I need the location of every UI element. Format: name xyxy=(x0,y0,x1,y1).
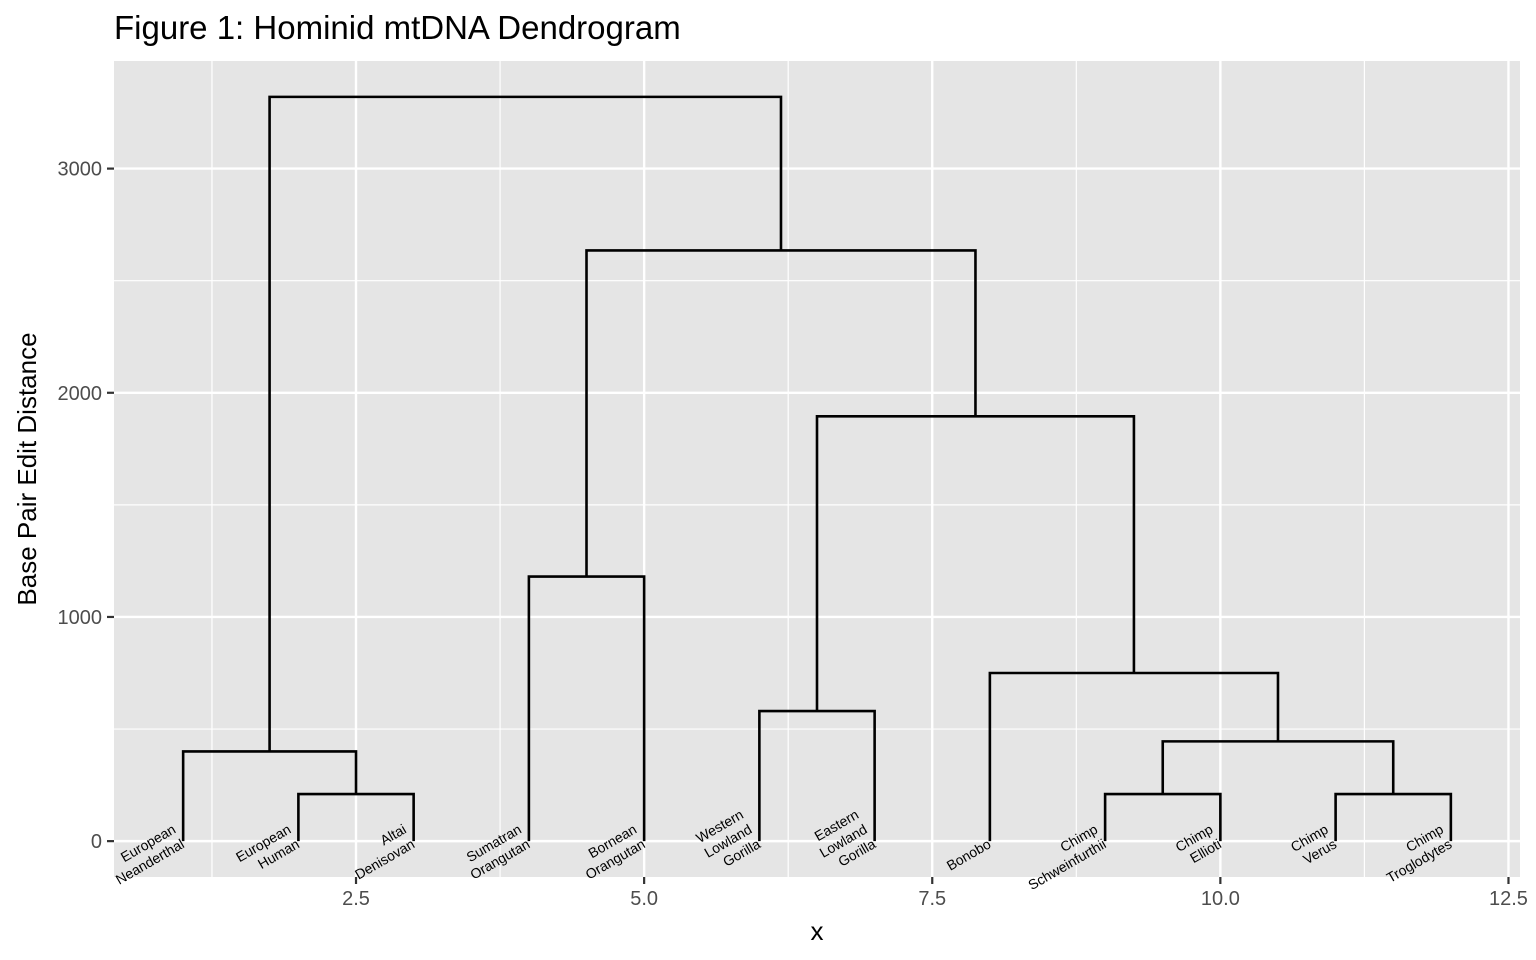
x-tick-label: 5.0 xyxy=(630,888,658,910)
x-tick-label: 10.0 xyxy=(1201,888,1240,910)
dendrogram-merge xyxy=(181,750,358,842)
y-axis-title: Base Pair Edit Distance xyxy=(12,332,42,605)
x-axis: 2.5 5.0 7.5 10.0 12.5 xyxy=(342,877,1528,910)
dendrogram-branches xyxy=(181,95,1453,842)
chart-title: Figure 1: Hominid mtDNA Dendrogram xyxy=(114,9,681,46)
dendrogram-merge xyxy=(268,95,783,752)
dendrogram-merge xyxy=(1334,792,1453,842)
x-axis-title: x xyxy=(811,916,824,946)
dendrogram-merge xyxy=(815,415,1136,712)
dendrogram-merge xyxy=(1161,740,1395,795)
y-tick-label: 3000 xyxy=(58,159,103,181)
x-tick-label: 2.5 xyxy=(342,888,370,910)
y-tick-label: 1000 xyxy=(58,607,103,629)
y-tick-label: 2000 xyxy=(58,383,103,405)
dendrogram-merge xyxy=(758,709,876,842)
y-axis: 0 1000 2000 3000 xyxy=(58,159,114,853)
dendrogram-merge xyxy=(297,792,415,842)
dendrogram-merge xyxy=(1103,792,1222,842)
x-tick-label: 7.5 xyxy=(918,888,946,910)
dendrogram-merge xyxy=(585,249,977,577)
y-tick-label: 0 xyxy=(91,831,102,853)
x-tick-label: 12.5 xyxy=(1489,888,1528,910)
